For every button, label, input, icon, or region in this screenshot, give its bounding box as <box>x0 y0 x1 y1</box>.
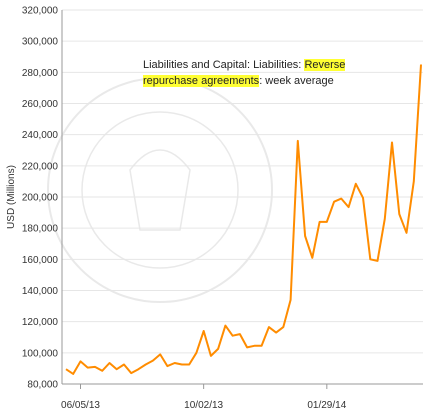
y-tick-label: 240,000 <box>22 130 59 141</box>
annotation-text-prefix: Liabilities and Capital: Liabilities: <box>143 59 305 71</box>
chart-annotation: Liabilities and Capital: Liabilities: Re… <box>143 57 383 89</box>
y-axis-title: USD (Millions) <box>6 165 17 229</box>
x-tick-label: 06/05/13 <box>61 400 100 411</box>
seal-eagle-shape <box>129 149 191 231</box>
series-line <box>65 64 422 375</box>
annotation-text-suffix: : week average <box>259 75 334 87</box>
x-tick-label: 01/29/14 <box>307 400 346 411</box>
y-tick-label: 100,000 <box>22 348 59 359</box>
y-tick-label: 220,000 <box>22 161 59 172</box>
y-tick-label: 300,000 <box>22 37 59 48</box>
y-tick-label: 120,000 <box>22 317 59 328</box>
gridlines <box>62 9 423 385</box>
series-layer <box>65 64 422 375</box>
y-tick-label: 320,000 <box>22 6 59 17</box>
seal-inner-ring <box>81 111 239 269</box>
y-tick-label: 160,000 <box>22 255 59 266</box>
federal-reserve-seal-watermark <box>47 77 273 303</box>
x-tick-label: 10/02/13 <box>184 400 223 411</box>
y-tick-label: 280,000 <box>22 68 59 79</box>
y-tick-label: 140,000 <box>22 286 59 297</box>
y-tick-label: 180,000 <box>22 224 59 235</box>
y-tick-label: 200,000 <box>22 193 59 204</box>
y-tick-label: 80,000 <box>27 380 58 391</box>
axes: 80,000 100,000 120,000 140,000 160,000 180,00… <box>22 6 423 411</box>
y-tick-label: 260,000 <box>22 99 59 110</box>
